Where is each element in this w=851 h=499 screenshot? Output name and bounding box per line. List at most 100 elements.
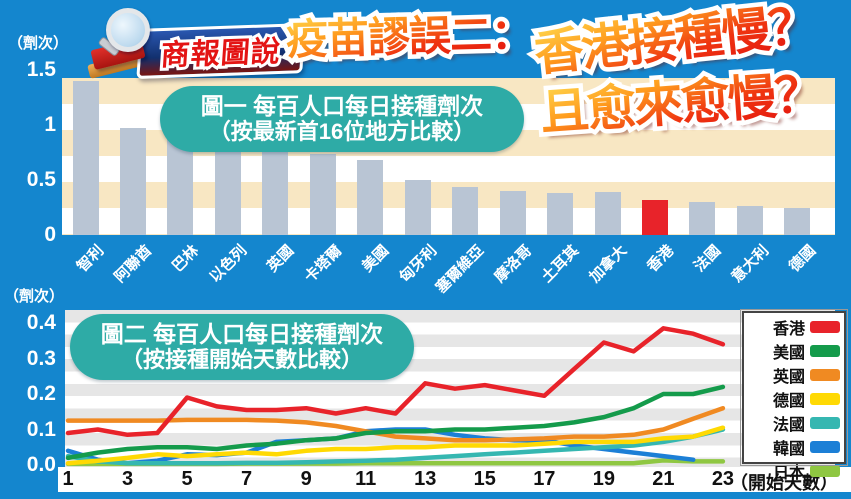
chart1-x-label-意大利: 意大利 bbox=[728, 242, 773, 286]
legend-label-韓國: 韓國 bbox=[772, 441, 805, 458]
bar-匈牙利 bbox=[404, 180, 431, 235]
chart2-x-tick-5: 5 bbox=[181, 468, 193, 490]
line-series-法國 bbox=[65, 427, 726, 466]
logo: 商報圖說 商報圖說 bbox=[87, 6, 306, 79]
magnifier-icon bbox=[106, 8, 150, 52]
chart1-title: 圖一 每百人口每日接種劑次 （按最新首16位地方比較） bbox=[160, 86, 524, 152]
chart2-unit-label: （劑次） bbox=[4, 288, 65, 305]
chart2-x-tick-21: 21 bbox=[652, 468, 675, 490]
headline-prefix: 疫苗謬誤二：疫苗謬誤二： bbox=[281, 5, 537, 67]
chart2-x-tick-9: 9 bbox=[300, 468, 312, 490]
chart1-y-tick: 1 bbox=[44, 113, 56, 136]
chart2-y-tick: 0.3 bbox=[26, 346, 56, 370]
chart2-title: 圖二 每百人口每日接種劑次 （按接種開始天數比較） bbox=[70, 314, 414, 380]
chart1-x-label-阿聯酋: 阿聯酋 bbox=[111, 242, 156, 286]
legend-swatch-英國 bbox=[810, 369, 840, 381]
legend-label-日本: 日本 bbox=[772, 465, 805, 482]
legend-swatch-美國 bbox=[810, 345, 840, 357]
chart1-title-line1: 圖一 每百人口每日接種劑次 bbox=[200, 93, 484, 119]
chart1-unit-label: （劑次） bbox=[8, 35, 69, 52]
chart1-x-label-英國: 英國 bbox=[264, 242, 298, 276]
chart2-x-tick-3: 3 bbox=[121, 468, 134, 490]
chart1-x-label-德國: 德國 bbox=[786, 242, 820, 276]
bar-摩洛哥 bbox=[499, 191, 526, 235]
chart1-x-label-土耳其: 土耳其 bbox=[538, 242, 583, 286]
chart2-x-tick-19: 19 bbox=[592, 468, 615, 490]
legend-row-法國: 法國 bbox=[748, 411, 840, 435]
legend-label-美國: 美國 bbox=[772, 345, 805, 362]
chart2-title-line2: （按接種開始天數比較） bbox=[120, 347, 363, 372]
legend-label-香港: 香港 bbox=[772, 321, 805, 338]
legend-label-德國: 德國 bbox=[772, 393, 805, 410]
chart1-y-tick: 0.5 bbox=[26, 168, 56, 191]
line-series-英國 bbox=[65, 405, 726, 443]
bar-加拿大 bbox=[594, 192, 621, 235]
legend-swatch-香港 bbox=[810, 321, 840, 333]
logo-badge: 商報圖說 商報圖說 bbox=[136, 23, 306, 79]
chart1-title-line2: （按最新首16位地方比較） bbox=[208, 119, 476, 144]
chart1-x-label-香港: 香港 bbox=[643, 242, 678, 276]
chart1-x-label-匈牙利: 匈牙利 bbox=[396, 242, 440, 286]
bar-塞爾維亞 bbox=[452, 187, 479, 235]
bar-德國 bbox=[784, 208, 811, 235]
chart2-y-tick: 0.0 bbox=[26, 453, 56, 476]
chart2-y-tick: 0.2 bbox=[26, 382, 56, 405]
legend-swatch-法國 bbox=[810, 417, 840, 429]
legend-swatch-德國 bbox=[810, 393, 840, 405]
bar-智利 bbox=[72, 81, 99, 235]
chart1-y-tick: 1.5 bbox=[26, 58, 56, 81]
bar-阿聯酋 bbox=[119, 128, 146, 235]
legend-row-香港: 香港 bbox=[748, 315, 840, 339]
bar-以色列 bbox=[214, 145, 241, 235]
chart2-x-tick-7: 7 bbox=[241, 468, 253, 490]
bar-英國 bbox=[262, 148, 289, 235]
footer-band bbox=[0, 492, 851, 499]
chart2-x-axis-label: （開始天數） bbox=[730, 473, 838, 493]
bar-土耳其 bbox=[547, 193, 574, 235]
logo-text: 商報圖說 商報圖說 bbox=[157, 33, 285, 75]
line-series-香港 bbox=[65, 326, 726, 438]
chart2-x-tick-13: 13 bbox=[414, 468, 437, 490]
legend-row-英國: 英國 bbox=[748, 363, 840, 387]
bar-美國 bbox=[357, 160, 384, 235]
chart2-x-tick-11: 11 bbox=[355, 468, 377, 490]
chart1-x-label-摩洛哥: 摩洛哥 bbox=[490, 242, 535, 286]
chart1-x-label-塞爾維亞: 塞爾維亞 bbox=[432, 242, 488, 297]
bar-意大利 bbox=[736, 206, 763, 235]
bar-highlight-香港 bbox=[642, 200, 669, 235]
bar-法國 bbox=[689, 202, 716, 235]
legend-swatch-韓國 bbox=[810, 441, 840, 453]
line-chart bbox=[65, 326, 726, 467]
chart2-legend: 香港美國英國德國法國韓國日本 bbox=[740, 309, 848, 482]
line-series-德國 bbox=[65, 425, 726, 466]
legend-swatch-日本 bbox=[810, 465, 840, 477]
chart1-x-label-智利: 智利 bbox=[74, 242, 108, 276]
legend-row-韓國: 韓國 bbox=[748, 435, 840, 459]
legend-label-法國: 法國 bbox=[772, 417, 805, 434]
chart2-x-tick-15: 15 bbox=[473, 468, 496, 490]
chart2-title-line1: 圖二 每百人口每日接種劑次 bbox=[100, 321, 384, 347]
chart2-y-tick: 0.4 bbox=[26, 311, 56, 334]
legend-row-德國: 德國 bbox=[748, 387, 840, 411]
chart2-x-tick-23: 23 bbox=[711, 468, 735, 490]
chart2-x-tick-1: 1 bbox=[62, 468, 74, 490]
chart1-x-label-巴林: 巴林 bbox=[169, 242, 203, 276]
chart1-y-tick: 0 bbox=[44, 223, 56, 246]
headline-line1: 香港接種慢？香港接種慢？ bbox=[527, 0, 822, 86]
chart1-x-label-加拿大: 加拿大 bbox=[585, 242, 630, 286]
chart2-x-tick-17: 17 bbox=[533, 468, 556, 490]
bar-卡塔爾 bbox=[309, 154, 336, 235]
chart1-y-axis: 1.5 1 0.5 0 bbox=[0, 59, 56, 246]
chart2-y-axis: 0.4 0.3 0.2 0.1 0.0 bbox=[0, 312, 56, 476]
legend-row-美國: 美國 bbox=[748, 339, 840, 363]
legend-row-日本: 日本 bbox=[748, 459, 840, 483]
chart1-x-label-以色列: 以色列 bbox=[206, 242, 251, 286]
chart1-x-label-法國: 法國 bbox=[691, 242, 725, 276]
chart2-y-tick: 0.1 bbox=[26, 417, 56, 441]
legend-label-英國: 英國 bbox=[772, 369, 805, 386]
chart1-x-label-卡塔爾: 卡塔爾 bbox=[301, 242, 345, 286]
chart1-x-label-美國: 美國 bbox=[359, 242, 393, 276]
line-series-美國 bbox=[65, 384, 726, 461]
chart2-x-axis: （開始天數） 1 3 5 7 9 11 13 15 17 19 21 23 bbox=[58, 467, 851, 493]
